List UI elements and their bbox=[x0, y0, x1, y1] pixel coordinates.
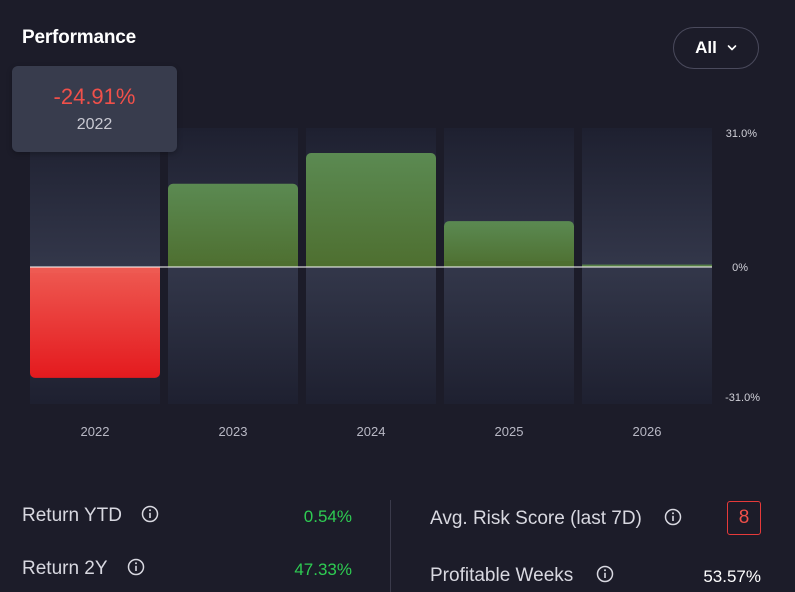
tooltip-value: -24.91% bbox=[53, 84, 136, 109]
x-tick-2025: 2025 bbox=[495, 424, 524, 439]
x-tick-2024: 2024 bbox=[357, 424, 386, 439]
risk-score-badge: 8 bbox=[727, 501, 761, 535]
column-background bbox=[306, 267, 436, 404]
bar-2024[interactable] bbox=[306, 153, 436, 267]
bar-2026[interactable] bbox=[582, 264, 712, 267]
y-tick-bottom: -31.0% bbox=[725, 392, 760, 404]
column-background bbox=[582, 267, 712, 404]
stats-divider bbox=[390, 500, 391, 592]
risk-score-label: Avg. Risk Score (last 7D) bbox=[430, 508, 642, 529]
bar-base-2022 bbox=[30, 267, 160, 273]
return-ytd-label: Return YTD bbox=[22, 505, 122, 526]
range-selector-label: All bbox=[695, 38, 717, 57]
column-background bbox=[444, 267, 574, 404]
return-ytd-value: 0.54% bbox=[303, 507, 352, 526]
y-tick-top: 31.0% bbox=[726, 128, 757, 140]
x-tick-2026: 2026 bbox=[633, 424, 662, 439]
bar-base-2023 bbox=[168, 261, 298, 267]
x-tick-2023: 2023 bbox=[219, 424, 248, 439]
profitable-weeks-value: 53.57% bbox=[703, 567, 761, 586]
page-title: Performance bbox=[22, 27, 136, 48]
bar-2025[interactable] bbox=[444, 221, 574, 267]
range-selector[interactable]: All bbox=[673, 27, 759, 69]
column-background bbox=[582, 128, 712, 267]
return-2y-value: 47.33% bbox=[294, 560, 352, 579]
info-icon[interactable] bbox=[664, 508, 682, 526]
y-tick-zero: 0% bbox=[732, 262, 748, 274]
bar-base-2025 bbox=[444, 261, 574, 267]
bar-2023[interactable] bbox=[168, 183, 298, 267]
bar-base-2024 bbox=[306, 261, 436, 267]
performance-chart: 2022 2023 2024 2025 2026 31.0% 0% -31.0% bbox=[30, 128, 760, 439]
bar-tooltip: -24.91% 2022 bbox=[12, 66, 177, 152]
info-icon[interactable] bbox=[141, 505, 159, 523]
chevron-down-icon bbox=[727, 45, 737, 51]
info-icon[interactable] bbox=[127, 558, 145, 576]
tooltip-label: 2022 bbox=[76, 116, 113, 133]
profitable-weeks-label: Profitable Weeks bbox=[430, 565, 574, 586]
risk-score-value: 8 bbox=[738, 507, 750, 528]
bar-2022[interactable] bbox=[30, 267, 160, 378]
return-2y-label: Return 2Y bbox=[22, 558, 108, 579]
info-icon[interactable] bbox=[596, 565, 614, 583]
column-background bbox=[168, 267, 298, 404]
x-tick-2022: 2022 bbox=[81, 424, 110, 439]
